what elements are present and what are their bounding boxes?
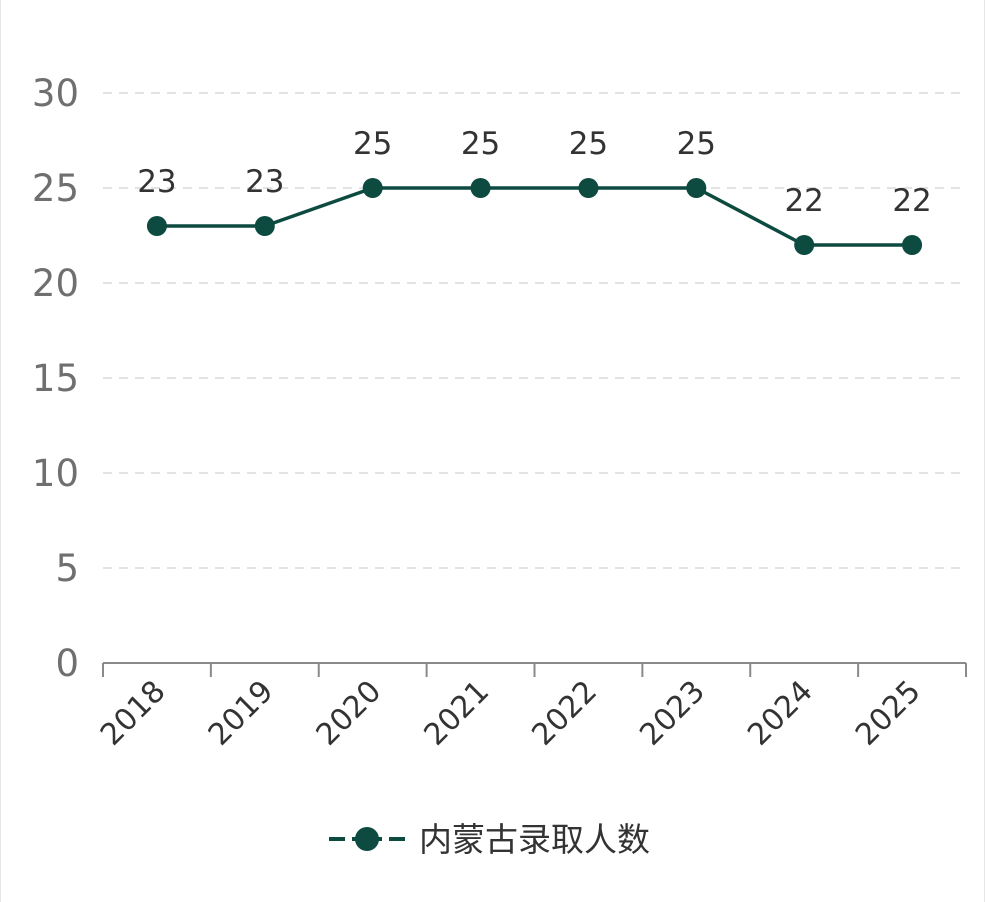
data-label: 23 xyxy=(137,164,176,200)
y-tick-label: 15 xyxy=(32,357,79,400)
x-tick-label: 2021 xyxy=(417,674,496,753)
data-label: 22 xyxy=(892,183,931,219)
y-tick-label: 25 xyxy=(32,167,79,210)
data-point xyxy=(254,216,275,236)
y-tick-label: 20 xyxy=(32,262,79,305)
series-line xyxy=(156,186,913,247)
x-tick-label: 2019 xyxy=(202,674,281,753)
y-tick-label: 0 xyxy=(55,642,79,685)
y-tick-label: 5 xyxy=(55,547,79,590)
data-label: 25 xyxy=(569,126,608,162)
x-tick-label: 2018 xyxy=(94,674,173,753)
x-tick-label: 2022 xyxy=(525,674,604,753)
data-point xyxy=(146,216,167,236)
data-labels: 23 23 25 25 25 25 22 22 xyxy=(137,126,932,219)
x-tick-label: 2024 xyxy=(741,674,820,753)
x-tick-label: 2020 xyxy=(310,674,389,753)
data-label: 25 xyxy=(461,126,500,162)
data-label: 23 xyxy=(245,164,284,200)
legend-label: 内蒙古录取人数 xyxy=(419,820,650,859)
y-tick-label: 10 xyxy=(32,452,79,495)
x-tick-label: 2023 xyxy=(633,674,712,753)
series-layer xyxy=(146,178,923,255)
data-point xyxy=(470,178,491,198)
gridlines xyxy=(103,92,966,569)
data-point xyxy=(578,178,599,198)
legend-marker xyxy=(355,827,379,851)
data-point xyxy=(902,235,923,255)
x-tick-label: 2025 xyxy=(849,674,928,753)
data-point xyxy=(686,178,707,198)
data-label: 25 xyxy=(353,126,392,162)
data-point xyxy=(362,178,383,198)
y-axis: 0 5 10 15 20 25 30 xyxy=(32,72,79,685)
x-axis: 2018 2019 2020 2021 2022 2023 2024 2025 xyxy=(94,662,967,753)
data-point xyxy=(794,235,815,255)
legend: 内蒙古录取人数 xyxy=(329,820,650,859)
data-label: 22 xyxy=(784,183,823,219)
data-label: 25 xyxy=(677,126,716,162)
y-tick-label: 30 xyxy=(32,72,79,115)
